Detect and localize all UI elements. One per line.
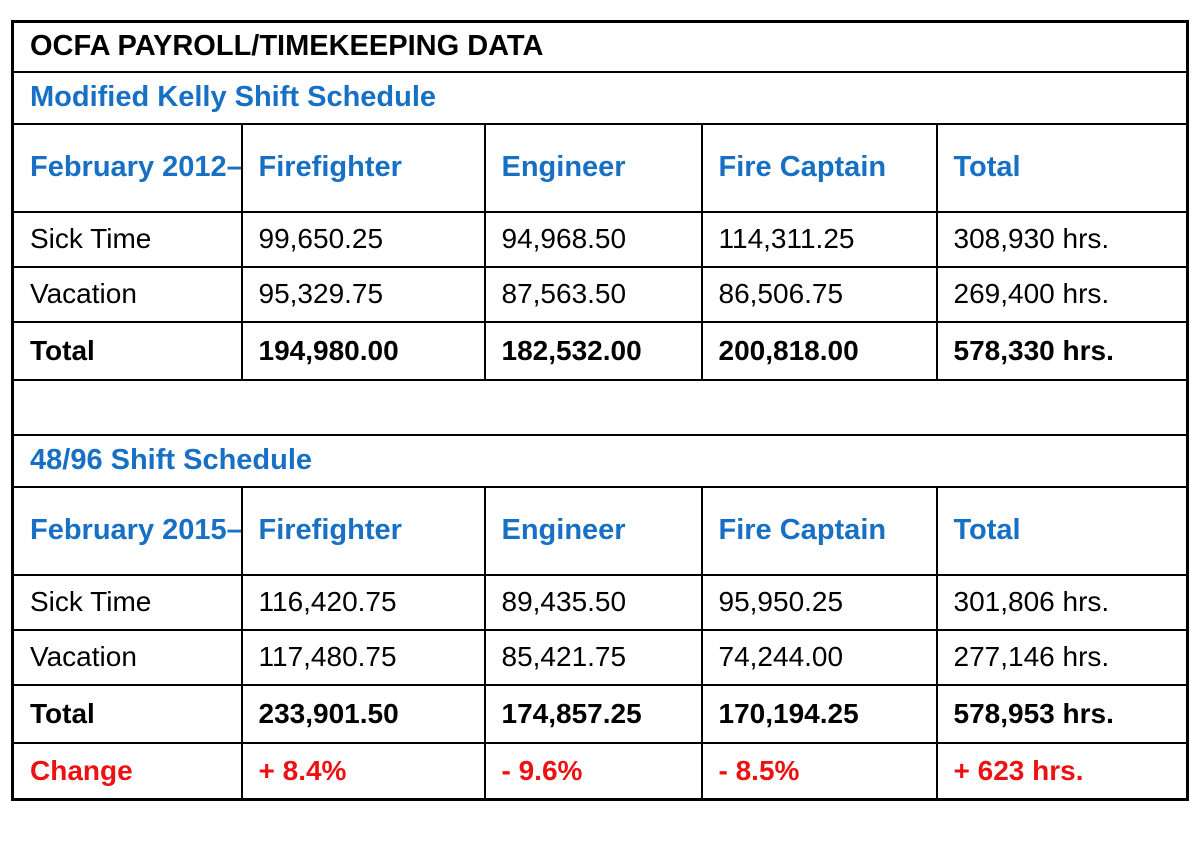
column-header: Total <box>935 122 1189 213</box>
total-row: Total 233,901.50 174,857.25 170,194.25 5… <box>11 683 1189 744</box>
cell-value: 117,480.75 <box>240 628 486 686</box>
change-row: Change + 8.4% - 9.6% - 8.5% + 623 hrs. <box>11 741 1189 801</box>
table-row: Vacation 117,480.75 85,421.75 74,244.00 … <box>11 628 1189 686</box>
cell-value: 578,330 hrs. <box>935 320 1189 381</box>
cell-value: 85,421.75 <box>483 628 703 686</box>
column-header: Total <box>935 485 1189 576</box>
column-header: Fire Captain <box>700 122 938 213</box>
figure: OCFA PAYROLL/TIMEKEEPING DATA Modified K… <box>11 20 1189 801</box>
cell-value: 114,311.25 <box>700 210 938 268</box>
column-header: Fire Captain <box>700 485 938 576</box>
row-label: Vacation <box>11 628 243 686</box>
cell-value: 89,435.50 <box>483 573 703 631</box>
cell-value: 95,329.75 <box>240 265 486 323</box>
cell-value: 74,244.00 <box>700 628 938 686</box>
cell-value: 170,194.25 <box>700 683 938 744</box>
row-label: Change <box>11 741 243 801</box>
cell-value: 95,950.25 <box>700 573 938 631</box>
row-label: Vacation <box>11 265 243 323</box>
section-heading: 48/96 Shift Schedule <box>11 433 1189 488</box>
row-label: Sick Time <box>11 210 243 268</box>
header-row: February 2012–2015 Firefighter Engineer … <box>11 122 1189 213</box>
table-title: OCFA PAYROLL/TIMEKEEPING DATA <box>11 20 1189 73</box>
row-label: Total <box>11 320 243 381</box>
table-row: Vacation 95,329.75 87,563.50 86,506.75 2… <box>11 265 1189 323</box>
table-row: Sick Time 99,650.25 94,968.50 114,311.25… <box>11 210 1189 268</box>
cell-value: + 623 hrs. <box>935 741 1189 801</box>
section-heading-row: Modified Kelly Shift Schedule <box>11 70 1189 125</box>
cell-value: 578,953 hrs. <box>935 683 1189 744</box>
cell-value: 116,420.75 <box>240 573 486 631</box>
cell-value: 269,400 hrs. <box>935 265 1189 323</box>
cell-value: 194,980.00 <box>240 320 486 381</box>
total-row: Total 194,980.00 182,532.00 200,818.00 5… <box>11 320 1189 381</box>
cell-value: - 9.6% <box>483 741 703 801</box>
table-title-row: OCFA PAYROLL/TIMEKEEPING DATA <box>11 20 1189 73</box>
spacer-row <box>11 378 1189 436</box>
row-label: Sick Time <box>11 573 243 631</box>
column-header-period: February 2012–2015 <box>11 122 243 213</box>
cell-value: 86,506.75 <box>700 265 938 323</box>
column-header-period: February 2015–2018 <box>11 485 243 576</box>
cell-value: 233,901.50 <box>240 683 486 744</box>
column-header: Firefighter <box>240 122 486 213</box>
cell-value: 87,563.50 <box>483 265 703 323</box>
column-header: Engineer <box>483 485 703 576</box>
header-row: February 2015–2018 Firefighter Engineer … <box>11 485 1189 576</box>
spacer-cell <box>11 378 1189 436</box>
cell-value: 277,146 hrs. <box>935 628 1189 686</box>
cell-value: 301,806 hrs. <box>935 573 1189 631</box>
cell-value: 308,930 hrs. <box>935 210 1189 268</box>
section-heading: Modified Kelly Shift Schedule <box>11 70 1189 125</box>
row-label: Total <box>11 683 243 744</box>
column-header: Firefighter <box>240 485 486 576</box>
cell-value: + 8.4% <box>240 741 486 801</box>
cell-value: 99,650.25 <box>240 210 486 268</box>
table-row: Sick Time 116,420.75 89,435.50 95,950.25… <box>11 573 1189 631</box>
cell-value: 182,532.00 <box>483 320 703 381</box>
column-header: Engineer <box>483 122 703 213</box>
cell-value: 174,857.25 <box>483 683 703 744</box>
cell-value: 200,818.00 <box>700 320 938 381</box>
payroll-table: OCFA PAYROLL/TIMEKEEPING DATA Modified K… <box>11 20 1189 801</box>
cell-value: 94,968.50 <box>483 210 703 268</box>
cell-value: - 8.5% <box>700 741 938 801</box>
section-heading-row: 48/96 Shift Schedule <box>11 433 1189 488</box>
